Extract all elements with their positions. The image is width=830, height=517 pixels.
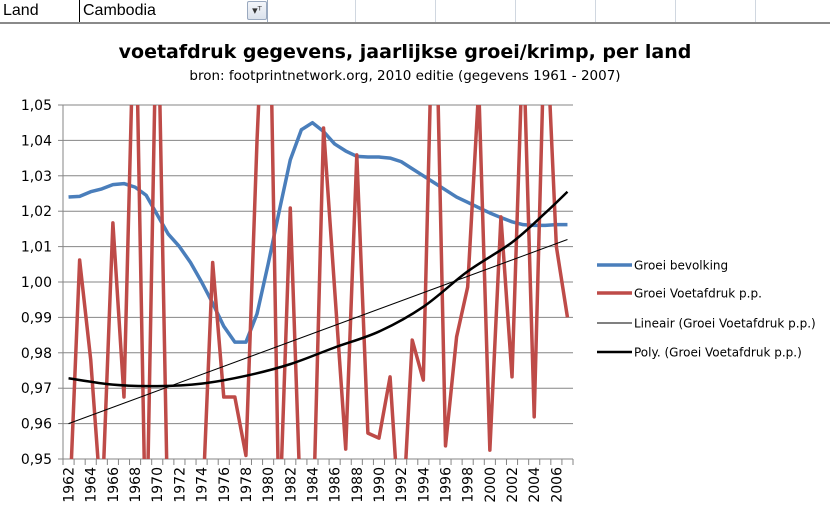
chart-subtitle: bron: footprintnetwork.org, 2010 editie … [189, 68, 620, 84]
filter-value-cell[interactable]: Cambodia [80, 0, 268, 22]
x-tick-label: 1982 [283, 467, 299, 503]
y-tick-label: 1,03 [21, 169, 52, 185]
series-line-2 [69, 104, 570, 460]
x-tick-label: 1974 [195, 467, 211, 503]
x-tick-label: 1978 [239, 467, 255, 503]
x-tick-label: 2000 [483, 467, 499, 503]
x-tick-label: 1984 [305, 467, 321, 503]
x-tick-label: 1992 [394, 467, 410, 503]
legend-label: Lineair (Groei Voetafdruk p.p.) [634, 317, 816, 331]
x-tick-label: 1998 [461, 467, 477, 503]
x-tick-label: 1980 [261, 467, 277, 503]
x-tick-label: 1988 [350, 467, 366, 503]
y-tick-label: 1,05 [21, 98, 52, 114]
column-gridline [595, 0, 596, 22]
y-tick-label: 1,01 [21, 240, 52, 256]
x-tick-label: 1996 [439, 467, 455, 503]
y-tick-label: 0,95 [21, 452, 52, 468]
filter-label-cell: Land [0, 0, 80, 22]
y-tick-label: 0,96 [21, 417, 52, 433]
legend-label: Groei bevolking [634, 259, 728, 273]
x-tick-label: 1990 [372, 467, 388, 503]
column-gridline [755, 0, 756, 22]
x-tick-label: 1968 [128, 467, 144, 503]
series-line-3 [68, 239, 568, 425]
x-tick-label: 2002 [505, 467, 521, 503]
column-gridline [675, 0, 676, 22]
column-gridline [435, 0, 436, 22]
y-tick-label: 1,00 [21, 275, 52, 291]
x-tick-label: 1962 [62, 467, 78, 503]
column-gridline [515, 0, 516, 22]
x-tick-label: 1964 [84, 467, 100, 503]
chart-title: voetafdruk gegevens, jaarlijkse groei/kr… [119, 41, 692, 63]
x-tick-label: 1986 [328, 467, 344, 503]
legend-label: Groei Voetafdruk p.p. [634, 287, 762, 301]
y-tick-label: 1,02 [21, 204, 52, 220]
x-tick-label: 1966 [106, 467, 122, 503]
y-tick-label: 0,99 [21, 310, 52, 326]
legend-label: Poly. (Groei Voetafdruk p.p.) [634, 346, 802, 360]
x-tick-label: 1976 [217, 467, 233, 503]
y-tick-label: 1,04 [21, 133, 52, 149]
x-tick-label: 1972 [172, 467, 188, 503]
x-tick-label: 1994 [416, 467, 432, 503]
filter-dropdown-icon[interactable]: ▾ᵀ [247, 1, 267, 20]
series-line-4 [68, 190, 569, 388]
x-tick-label: 1970 [150, 467, 166, 503]
x-tick-label: 2004 [527, 467, 543, 503]
filter-row: Land Cambodia ▾ᵀ [0, 0, 830, 24]
x-tick-label: 2006 [549, 467, 565, 503]
y-tick-label: 0,98 [21, 346, 52, 362]
column-gridline [355, 0, 356, 22]
y-tick-label: 0,97 [21, 381, 52, 397]
